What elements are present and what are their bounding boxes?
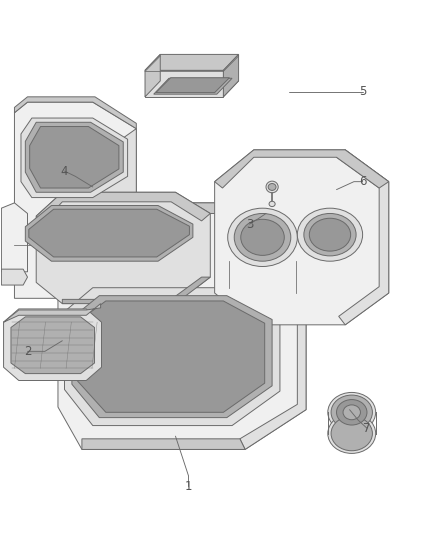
Polygon shape	[64, 288, 280, 425]
Text: 5: 5	[359, 85, 366, 98]
Polygon shape	[14, 97, 136, 128]
Polygon shape	[58, 203, 306, 243]
Ellipse shape	[268, 183, 276, 190]
Polygon shape	[11, 317, 95, 374]
Polygon shape	[145, 54, 160, 97]
Polygon shape	[36, 192, 210, 304]
Polygon shape	[156, 78, 230, 93]
Polygon shape	[36, 192, 210, 222]
Text: 4: 4	[61, 165, 68, 177]
Ellipse shape	[304, 214, 356, 256]
Polygon shape	[215, 150, 389, 325]
Polygon shape	[1, 203, 28, 272]
Text: 6: 6	[359, 175, 366, 188]
Polygon shape	[223, 54, 239, 97]
Ellipse shape	[331, 395, 372, 430]
Ellipse shape	[309, 218, 351, 251]
Polygon shape	[78, 301, 265, 413]
Polygon shape	[21, 118, 127, 198]
Text: 7: 7	[363, 422, 371, 435]
Ellipse shape	[241, 219, 284, 255]
Ellipse shape	[266, 181, 278, 193]
Ellipse shape	[331, 416, 372, 451]
Polygon shape	[145, 54, 239, 70]
Polygon shape	[25, 206, 193, 261]
Text: 2: 2	[24, 345, 31, 358]
Ellipse shape	[343, 405, 360, 419]
Ellipse shape	[228, 208, 297, 266]
Ellipse shape	[328, 414, 376, 454]
Polygon shape	[336, 150, 389, 325]
Ellipse shape	[297, 208, 363, 261]
Polygon shape	[4, 309, 102, 381]
Polygon shape	[82, 439, 245, 449]
Text: 3: 3	[246, 217, 253, 231]
Polygon shape	[72, 296, 272, 418]
Ellipse shape	[328, 392, 376, 432]
Polygon shape	[4, 304, 101, 322]
Polygon shape	[154, 78, 232, 94]
Polygon shape	[215, 150, 389, 188]
Ellipse shape	[234, 214, 291, 261]
Polygon shape	[240, 203, 306, 449]
Polygon shape	[62, 277, 210, 304]
Polygon shape	[29, 209, 189, 257]
Polygon shape	[145, 81, 239, 97]
Polygon shape	[84, 128, 136, 298]
Ellipse shape	[269, 201, 275, 207]
Polygon shape	[14, 102, 136, 298]
Polygon shape	[25, 122, 123, 192]
Polygon shape	[1, 269, 28, 285]
Ellipse shape	[336, 400, 367, 425]
Text: 1: 1	[185, 480, 192, 493]
Polygon shape	[30, 126, 119, 188]
Polygon shape	[58, 203, 306, 449]
Polygon shape	[145, 70, 223, 97]
